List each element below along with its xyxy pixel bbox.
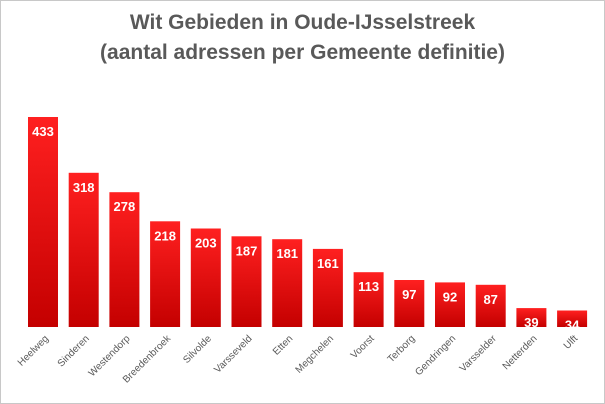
data-label-westendorp: 278 bbox=[114, 199, 136, 214]
data-label-varsseveld: 187 bbox=[236, 243, 258, 258]
tick-label-voorst: Voorst bbox=[349, 333, 377, 361]
data-label-ulft: 34 bbox=[565, 318, 580, 333]
tick-label-varsselder: Varsselder bbox=[458, 333, 500, 375]
bars-group bbox=[28, 117, 588, 327]
bar-breedenbroek bbox=[150, 221, 181, 327]
data-label-varsselder: 87 bbox=[483, 292, 497, 307]
data-label-voorst: 113 bbox=[358, 279, 379, 294]
data-label-gendringen: 92 bbox=[443, 289, 457, 304]
bar-silvolde bbox=[190, 228, 221, 327]
bar-ulft bbox=[557, 310, 588, 327]
bar-sinderen bbox=[68, 172, 99, 327]
tick-label-ulft: Ulft bbox=[562, 333, 581, 352]
bar-voorst bbox=[353, 272, 384, 327]
chart-title: Wit Gebieden in Oude-IJsselstreek (aanta… bbox=[0, 8, 605, 68]
data-label-breedenbroek: 218 bbox=[154, 228, 176, 243]
data-labels-group: 433 318 278 218 203 187 181 161 113 97 92 87 39 34 bbox=[32, 124, 580, 333]
tick-label-sinderen: Sinderen bbox=[56, 333, 92, 369]
data-label-sinderen: 318 bbox=[73, 180, 95, 195]
tick-label-netterden: Netterden bbox=[501, 333, 540, 372]
data-label-terborg: 97 bbox=[402, 287, 416, 302]
chart-title-line: Wit Gebieden in Oude-IJsselstreek bbox=[129, 11, 476, 34]
bar-varsseveld bbox=[231, 236, 262, 327]
data-label-heelweg: 433 bbox=[32, 124, 54, 139]
tick-label-heelweg: Heelweg bbox=[16, 333, 51, 368]
bar-etten bbox=[272, 239, 303, 327]
tick-label-terborg: Terborg bbox=[386, 333, 418, 365]
tick-label-megchelen: Megchelen bbox=[294, 333, 336, 375]
bar-varsselder bbox=[475, 284, 506, 327]
bar-netterden bbox=[516, 308, 547, 327]
data-label-netterden: 39 bbox=[524, 315, 538, 330]
chart-subtitle-line: (aantal adressen per Gemeente definitie) bbox=[100, 41, 505, 64]
tick-label-varsseveld: Varsseveld bbox=[212, 333, 254, 375]
data-label-megchelen: 161 bbox=[317, 256, 339, 271]
bar-gendringen bbox=[435, 282, 465, 327]
bar-megchelen bbox=[312, 248, 343, 327]
data-label-silvolde: 203 bbox=[195, 236, 217, 251]
tick-label-silvolde: Silvolde bbox=[181, 333, 214, 366]
bar-terborg bbox=[394, 280, 425, 327]
bar-heelweg bbox=[28, 117, 58, 327]
data-label-etten: 181 bbox=[276, 246, 298, 261]
bar-westendorp bbox=[109, 192, 140, 327]
tick-label-gendringen: Gendringen bbox=[413, 333, 458, 378]
tick-label-etten: Etten bbox=[271, 333, 295, 357]
